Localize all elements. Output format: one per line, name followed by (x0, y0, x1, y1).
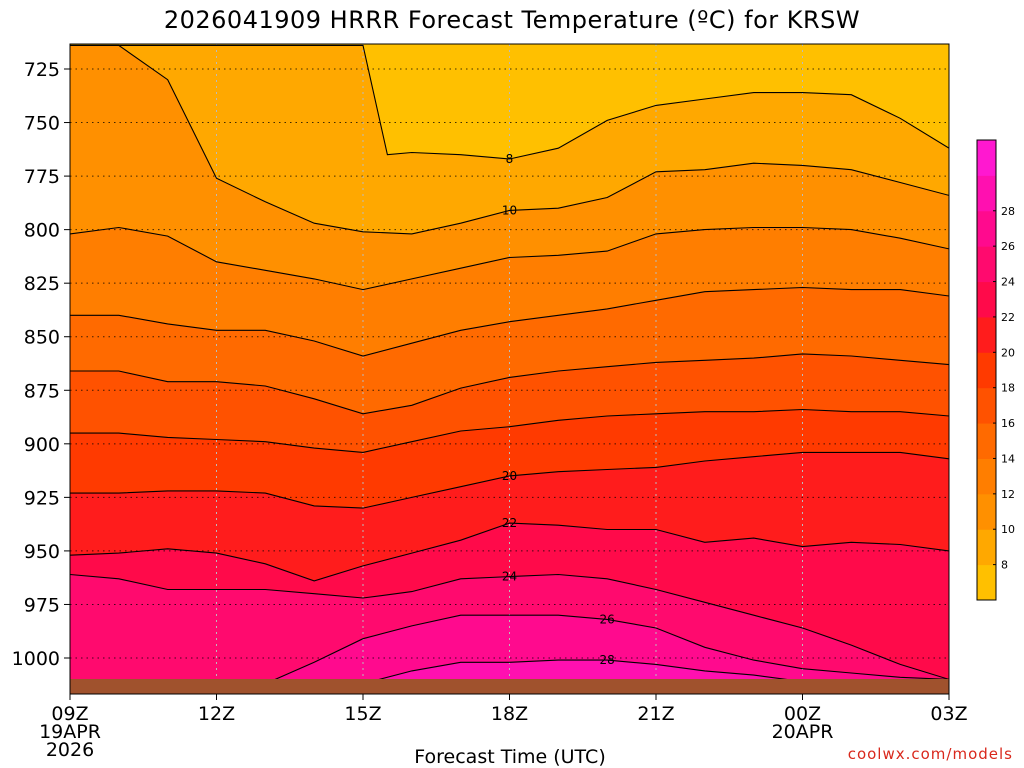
contour-label-28: 28 (600, 653, 615, 667)
contour-line-18 (70, 408, 949, 453)
colorbar-label-14: 14 (1001, 452, 1015, 465)
contour-line-10 (70, 44, 949, 235)
colorbar-segment (977, 175, 996, 212)
colorbar-label-10: 10 (1001, 523, 1015, 536)
chart-title: 2026041909 HRRR Forecast Temperature (ºC… (164, 6, 860, 34)
contour-label-24: 24 (502, 570, 517, 584)
contour-line-8 (70, 44, 949, 160)
colorbar-segment (977, 140, 996, 176)
contour-line-14 (70, 286, 949, 357)
y-tick-label-1000: 1000 (12, 648, 60, 670)
colorbar-label-24: 24 (1001, 276, 1015, 289)
contour-label-8: 8 (506, 152, 514, 166)
colorbar-label-22: 22 (1001, 311, 1015, 324)
colorbar-segment (977, 458, 996, 495)
y-axis: 725 750 775 800 825 850 875 900 925 950 975 1000 (12, 59, 70, 670)
y-tick-label-900: 900 (24, 434, 60, 456)
x-tick-sublabel-19APR: 19APR (39, 721, 101, 743)
colorbar-label-18: 18 (1001, 382, 1015, 395)
contour-label-26: 26 (600, 612, 615, 626)
credit-text: coolwx.com/models (848, 745, 1013, 763)
x-tick-label-21Z: 21Z (637, 703, 674, 725)
colorbar-label-28: 28 (1001, 205, 1015, 218)
contour-label-20: 20 (502, 469, 517, 483)
colorbar-segment (977, 529, 996, 566)
colorbar: 8 10 12 14 16 18 20 22 24 26 28 (976, 139, 1015, 601)
colorbar-segment (977, 423, 996, 459)
terrain-layer (70, 679, 949, 694)
colorbar-label-20: 20 (1001, 346, 1015, 359)
colorbar-frame (976, 139, 997, 601)
contour-line-16 (70, 353, 949, 415)
colorbar-segment (977, 281, 996, 318)
colorbar-label-12: 12 (1001, 488, 1015, 501)
colorbar-segment (977, 246, 996, 283)
y-tick-label-850: 850 (24, 327, 60, 349)
terrain-strip (70, 679, 949, 694)
x-tick-sublabel-2026: 2026 (46, 739, 94, 761)
contour-line-20 (70, 451, 949, 509)
x-tick-label-00Z: 00Z (784, 703, 821, 725)
x-tick-label-18Z: 18Z (491, 703, 528, 725)
contour-layer: 8 10 20 22 24 26 28 (70, 44, 949, 685)
y-tick-label-925: 925 (24, 487, 60, 509)
y-tick-label-950: 950 (24, 541, 60, 563)
x-tick-sublabel-20APR: 20APR (772, 721, 834, 743)
contour-line-12 (70, 226, 949, 291)
x-tick-label-15Z: 15Z (344, 703, 381, 725)
y-tick-label-725: 725 (24, 59, 60, 81)
colorbar-segment (977, 210, 996, 247)
contour-label-10: 10 (502, 203, 517, 217)
colorbar-segment (977, 352, 996, 389)
x-axis-title: Forecast Time (UTC) (414, 746, 605, 768)
colorbar-segment (977, 316, 996, 353)
colorbar-segment (977, 387, 996, 424)
colorbar-label-16: 16 (1001, 417, 1015, 430)
y-tick-label-750: 750 (24, 113, 60, 135)
x-tick-label-12Z: 12Z (198, 703, 235, 725)
contour-label-22: 22 (502, 516, 517, 530)
grid-layer (70, 44, 949, 694)
y-tick-label-800: 800 (24, 220, 60, 242)
colorbar-segment (977, 493, 996, 530)
y-tick-label-875: 875 (24, 380, 60, 402)
x-tick-label-09Z: 09Z (51, 703, 88, 725)
colorbar-label-8: 8 (1001, 559, 1008, 572)
contour-line-24 (70, 573, 949, 680)
y-tick-label-775: 775 (24, 166, 60, 188)
colorbar-label-26: 26 (1001, 240, 1015, 253)
contour-line-22 (70, 522, 949, 582)
x-tick-label-03Z: 03Z (930, 703, 967, 725)
colorbar-segment (977, 564, 996, 601)
contour-line-26 (265, 614, 949, 685)
contour-line-28 (362, 659, 803, 685)
y-tick-label-975: 975 (24, 594, 60, 616)
y-tick-label-825: 825 (24, 273, 60, 295)
